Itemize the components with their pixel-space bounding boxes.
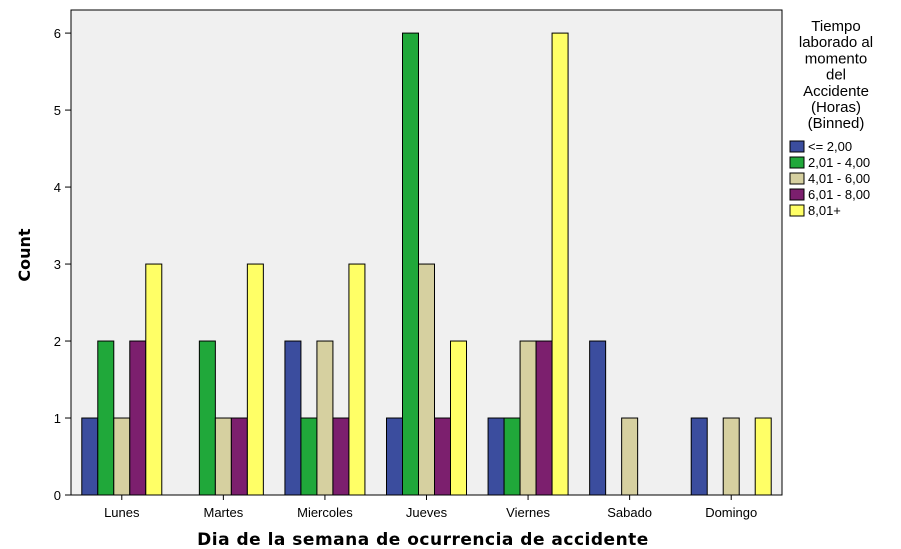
legend-swatch — [789, 156, 805, 169]
legend-swatch — [789, 172, 805, 185]
legend-label: 4,01 - 6,00 — [808, 171, 870, 186]
bar-miercoles-series-2 — [300, 417, 318, 496]
bar-jueves-series-3 — [418, 263, 435, 496]
x-tick-label: Domingo — [705, 505, 757, 520]
bar-lunes-series-5 — [145, 263, 163, 496]
bar-domingo-series-1 — [690, 417, 708, 496]
legend-label: 6,01 - 8,00 — [808, 187, 870, 202]
legend-title-line: laborado al — [799, 34, 873, 51]
legend-title-line: Tiempo — [811, 18, 860, 35]
bar-viernes-series-3 — [519, 340, 537, 496]
bar-miercoles-series-5 — [348, 263, 366, 496]
bar-jueves-series-1 — [386, 417, 403, 496]
y-axis-title: Count — [15, 228, 34, 282]
x-tick-label: Lunes — [104, 505, 140, 520]
y-tick-label: 6 — [54, 26, 61, 41]
legend-title-line: (Binned) — [808, 115, 865, 132]
bar-martes-series-2 — [198, 340, 216, 496]
bar-jueves-series-2 — [402, 32, 419, 496]
bar-martes-series-5 — [246, 263, 264, 496]
bar-domingo-series-5 — [754, 417, 772, 496]
legend-swatch — [789, 204, 805, 217]
bar-viernes-series-1 — [487, 417, 505, 496]
y-tick-label: 1 — [54, 411, 61, 426]
legend-label: <= 2,00 — [808, 139, 852, 154]
legend-label: 8,01+ — [808, 203, 841, 218]
bar-viernes-series-2 — [503, 417, 521, 496]
y-tick-label: 5 — [54, 103, 61, 118]
bar-viernes-series-4 — [535, 340, 553, 496]
bar-domingo-series-3 — [722, 417, 740, 496]
bar-sabado-series-3 — [621, 417, 639, 496]
x-tick-label: Jueves — [406, 505, 448, 520]
y-tick-label: 0 — [54, 488, 61, 503]
x-tick-label: Sabado — [607, 505, 652, 520]
y-tick-label: 2 — [54, 334, 61, 349]
x-axis-title: Dia de la semana de ocurrencia de accide… — [197, 530, 649, 549]
legend-title-line: (Horas) — [811, 99, 861, 116]
bar-martes-series-4 — [230, 417, 248, 496]
bar-lunes-series-2 — [97, 340, 115, 496]
legend-title-line: Accidente — [803, 83, 869, 100]
bar-lunes-series-3 — [113, 417, 131, 496]
bar-sabado-series-1 — [589, 340, 607, 496]
legend-title-line: del — [826, 67, 846, 84]
legend-title-line: momento — [805, 50, 868, 67]
bar-jueves-series-4 — [434, 417, 451, 496]
bar-lunes-series-4 — [129, 340, 147, 496]
y-tick-label: 3 — [54, 257, 61, 272]
bar-viernes-series-5 — [551, 32, 569, 496]
bar-miercoles-series-1 — [284, 340, 302, 496]
legend-label: 2,01 - 4,00 — [808, 155, 870, 170]
legend-swatch — [789, 188, 805, 201]
x-tick-label: Martes — [203, 505, 243, 520]
bar-jueves-series-5 — [450, 340, 467, 496]
x-tick-label: Viernes — [506, 505, 550, 520]
y-tick-label: 4 — [54, 180, 61, 195]
bar-martes-series-3 — [214, 417, 232, 496]
bar-miercoles-series-3 — [316, 340, 334, 496]
bar-miercoles-series-4 — [332, 417, 350, 496]
x-tick-label: Miercoles — [297, 505, 353, 520]
bar-lunes-series-1 — [81, 417, 99, 496]
legend-swatch — [789, 140, 805, 153]
